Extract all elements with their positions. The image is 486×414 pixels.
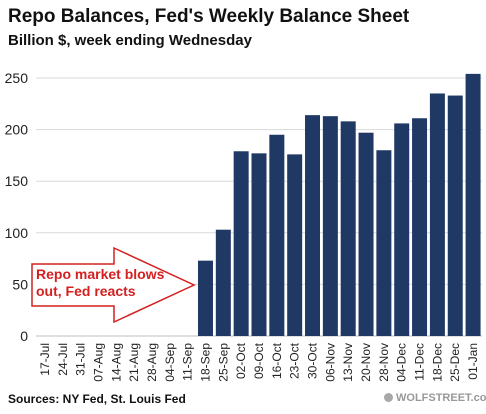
y-tick-label: 150 xyxy=(5,173,29,189)
watermark-logo-icon xyxy=(384,393,393,402)
x-tick-label: 04-Sep xyxy=(163,343,177,382)
bar xyxy=(394,123,410,337)
x-tick-label: 25-Dec xyxy=(448,343,462,382)
bar xyxy=(322,116,338,337)
x-tick-label: 31-Jul xyxy=(74,343,88,376)
annotation-arrow-shape xyxy=(31,246,196,324)
x-tick-label: 02-Oct xyxy=(234,342,248,379)
bar xyxy=(412,118,428,336)
y-tick-label: 200 xyxy=(5,122,29,138)
y-tick-label: 50 xyxy=(12,276,28,292)
y-tick-label: 100 xyxy=(5,225,29,241)
x-tick-label: 23-Oct xyxy=(288,342,302,379)
annotation-line-2: out, Fed reacts xyxy=(36,283,136,299)
x-tick-label: 18-Sep xyxy=(198,343,212,382)
x-tick-label: 11-Dec xyxy=(413,343,427,381)
source-note: Sources: NY Fed, St. Louis Fed xyxy=(8,392,186,406)
y-tick-label: 0 xyxy=(20,328,28,344)
bar xyxy=(429,93,445,336)
chart-title: Repo Balances, Fed's Weekly Balance Shee… xyxy=(8,6,410,27)
x-tick-label: 16-Oct xyxy=(270,342,284,379)
watermark-text: WOLFSTREET.com xyxy=(396,392,486,404)
x-tick-label: 17-Jul xyxy=(38,343,52,376)
bar xyxy=(358,132,374,336)
x-tick-label: 11-Sep xyxy=(181,343,195,381)
x-tick-label: 30-Oct xyxy=(306,342,320,379)
bar xyxy=(376,150,392,336)
x-tick-label: 06-Nov xyxy=(323,343,337,382)
x-tick-label: 01-Jan xyxy=(466,343,480,380)
x-tick-label: 04-Dec xyxy=(395,343,409,382)
annotation-text: Repo market blows out, Fed reacts xyxy=(36,266,164,300)
x-tick-label: 21-Aug xyxy=(127,343,141,382)
x-tick-label: 09-Oct xyxy=(252,342,266,379)
x-tick-label: 13-Nov xyxy=(341,343,355,382)
y-axis-ticks: 0 50 100 150 200 250 xyxy=(5,70,29,344)
bar xyxy=(340,121,356,337)
x-axis-ticks: 17-Jul 24-Jul 31-Jul 07-Aug 14-Aug 21-Aug 28-A… xyxy=(38,342,480,381)
x-tick-label: 25-Sep xyxy=(216,343,230,382)
watermark: WOLFSTREET.com xyxy=(384,392,486,404)
bar xyxy=(305,115,321,336)
bar xyxy=(197,260,213,336)
bars xyxy=(197,73,481,337)
x-tick-label: 07-Aug xyxy=(91,343,105,382)
x-tick-label: 24-Jul xyxy=(56,343,70,376)
y-tick-label: 250 xyxy=(5,70,29,86)
x-tick-label: 28-Aug xyxy=(145,343,159,382)
bar xyxy=(447,95,463,336)
bar xyxy=(287,154,303,336)
bar xyxy=(465,73,481,336)
annotation-arrow xyxy=(31,246,196,324)
bar xyxy=(251,153,267,336)
bar xyxy=(269,134,285,336)
bar xyxy=(215,229,231,336)
x-tick-label: 14-Aug xyxy=(109,343,123,382)
x-tick-label: 20-Nov xyxy=(359,343,373,382)
bar xyxy=(233,151,249,336)
annotation-line-1: Repo market blows xyxy=(36,266,165,282)
x-tick-label: 18-Dec xyxy=(430,343,444,382)
chart-subtitle: Billion $, week ending Wednesday xyxy=(8,32,252,49)
x-tick-label: 28-Nov xyxy=(377,343,391,382)
